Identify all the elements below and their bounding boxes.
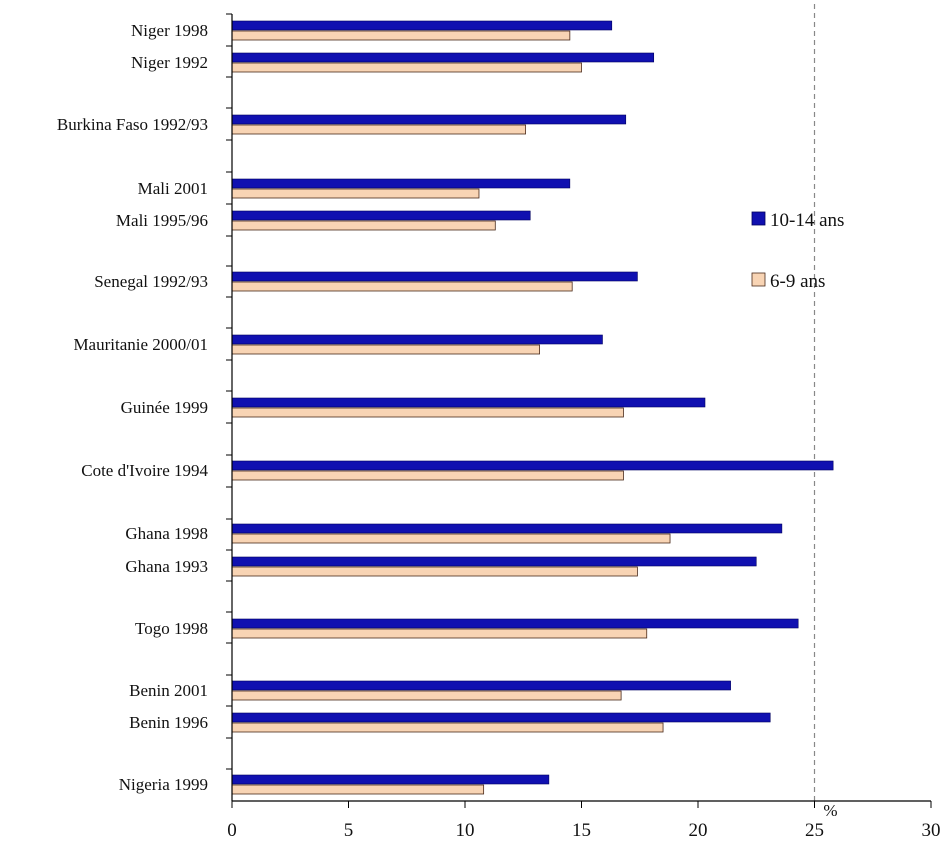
category-label-ghana-1993: Ghana 1993 [125,557,208,576]
x-tick-labels: 0 5 10 15 20 25 30 [227,820,940,841]
category-label-ghana-1998: Ghana 1998 [125,524,208,543]
x-tick-label-20: 20 [689,820,708,841]
bar-10-14-ans-benin-2001 [231,680,731,691]
bar-10-14-ans-nigeria-1999 [231,774,550,785]
bar-10-14-ans-niger-1992 [231,52,655,63]
category-label-mauritanie-2000-01: Mauritanie 2000/01 [73,335,208,354]
x-tick-label-10: 10 [456,820,475,841]
bar-6-9-ans-mali-1995-96 [231,220,496,231]
category-label-mali-2001: Mali 2001 [138,179,208,198]
bar-10-14-ans-burkina-faso-1992-93 [231,114,627,125]
category-label-burkina-faso-1992-93: Burkina Faso 1992/93 [57,115,208,134]
x-unit-label: % [823,801,837,820]
bars [231,20,834,795]
bar-10-14-ans-mali-2001 [231,178,571,189]
legend-swatch-6-9 [751,272,766,287]
axes [226,13,932,808]
legend: 10-14 ans 6-9 ans [751,210,844,292]
bar-10-14-ans-benin-1996 [231,712,771,723]
bar-10-14-ans-senegal-1992-93 [231,271,638,282]
category-labels: Niger 1998 Niger 1992 Burkina Faso 1992/93… [57,21,209,794]
bar-6-9-ans-cote-d-ivoire-1994 [231,470,624,481]
bar-10-14-ans-cote-d-ivoire-1994 [231,460,834,471]
category-label-niger-1998: Niger 1998 [131,21,208,40]
category-label-benin-2001: Benin 2001 [129,681,208,700]
bar-6-9-ans-guin-e-1999 [231,407,624,418]
x-tick-label-0: 0 [227,820,237,841]
bar-10-14-ans-mali-1995-96 [231,210,531,221]
bar-6-9-ans-ghana-1993 [231,566,638,577]
bar-6-9-ans-burkina-faso-1992-93 [231,124,526,135]
bar-6-9-ans-togo-1998 [231,628,648,639]
bar-6-9-ans-senegal-1992-93 [231,281,573,292]
category-label-senegal-1992-93: Senegal 1992/93 [94,272,208,291]
category-label-nigeria-1999: Nigeria 1999 [119,775,208,794]
category-label-mali-1995-96: Mali 1995/96 [116,211,208,230]
category-label-cote-d-ivoire-1994: Cote d'Ivoire 1994 [81,461,208,480]
bar-10-14-ans-togo-1998 [231,618,799,629]
bar-10-14-ans-ghana-1998 [231,523,783,534]
bar-6-9-ans-benin-1996 [231,722,664,733]
legend-swatch-10-14 [751,211,766,226]
bar-10-14-ans-mauritanie-2000-01 [231,334,603,345]
bar-6-9-ans-niger-1992 [231,62,582,73]
category-label-benin-1996: Benin 1996 [129,713,208,732]
bar-6-9-ans-benin-2001 [231,690,622,701]
x-tick-label-25: 25 [805,820,824,841]
bar-10-14-ans-niger-1998 [231,20,613,31]
category-label-niger-1992: Niger 1992 [131,53,208,72]
bar-6-9-ans-nigeria-1999 [231,784,485,795]
category-label-guin-e-1999: Guinée 1999 [121,398,208,417]
x-tick-label-15: 15 [572,820,591,841]
bar-6-9-ans-mauritanie-2000-01 [231,344,540,355]
legend-label-10-14: 10-14 ans [770,210,844,231]
category-label-togo-1998: Togo 1998 [135,619,208,638]
bar-6-9-ans-niger-1998 [231,30,571,41]
bar-6-9-ans-ghana-1998 [231,533,671,544]
x-tick-label-30: 30 [922,820,941,841]
bar-10-14-ans-guin-e-1999 [231,397,706,408]
legend-label-6-9: 6-9 ans [770,271,825,292]
x-tick-label-5: 5 [344,820,354,841]
bar-10-14-ans-ghana-1993 [231,556,757,567]
bar-6-9-ans-mali-2001 [231,188,480,199]
